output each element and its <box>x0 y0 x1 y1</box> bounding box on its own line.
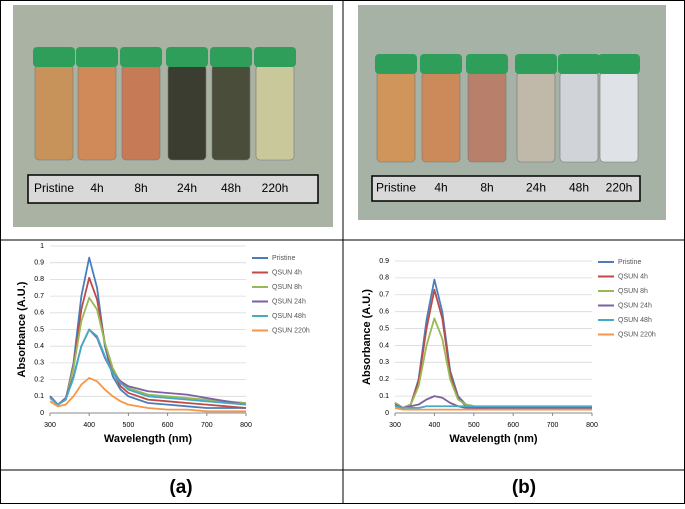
x-tick-label: 700 <box>201 422 213 429</box>
x-tick-label: 600 <box>162 422 174 429</box>
y-tick-label: 0.6 <box>34 310 44 317</box>
vial <box>599 71 639 163</box>
y-tick-label: 0.2 <box>379 376 389 383</box>
vial-label: 8h <box>134 181 147 195</box>
y-tick-label: 0.7 <box>379 292 389 299</box>
vial-cap <box>33 47 75 67</box>
y-axis-title: Absorbance (A.U.) <box>16 281 28 377</box>
vial <box>121 64 161 161</box>
y-tick-label: 0.3 <box>34 360 44 367</box>
vial-label: 48h <box>221 181 241 195</box>
vial-label: 24h <box>526 181 546 195</box>
vial-cap <box>375 54 417 74</box>
x-tick-label: 800 <box>586 422 598 429</box>
y-tick-label: 0 <box>40 410 44 417</box>
legend-label: QSUN 24h <box>618 302 652 309</box>
x-tick-label: 400 <box>83 422 95 429</box>
vial <box>376 71 416 163</box>
legend-label: QSUN 4h <box>272 269 302 276</box>
vial-cap <box>420 54 462 74</box>
vial <box>421 71 461 163</box>
y-tick-label: 0.1 <box>379 393 389 400</box>
x-tick-label: 600 <box>507 422 519 429</box>
caption: (b) <box>512 477 536 498</box>
y-tick-label: 1 <box>40 243 44 250</box>
legend-label: QSUN 48h <box>272 313 306 320</box>
vial-cap <box>598 54 640 74</box>
x-tick-label: 300 <box>389 422 401 429</box>
y-tick-label: 0.5 <box>379 325 389 332</box>
vial <box>467 71 507 163</box>
series-line <box>49 296 247 406</box>
x-tick-label: 500 <box>123 422 135 429</box>
vial <box>167 64 207 161</box>
vial <box>34 64 74 161</box>
vial <box>559 71 599 163</box>
y-axis-title: Absorbance (A.U.) <box>361 289 373 385</box>
series-line <box>49 328 247 406</box>
x-tick-label: 700 <box>547 422 559 429</box>
vial-cap <box>210 47 252 67</box>
vial-label: 4h <box>90 181 103 195</box>
y-tick-label: 0.5 <box>34 326 44 333</box>
y-tick-label: 0.1 <box>34 393 44 400</box>
vial-cap <box>76 47 118 67</box>
vial <box>255 64 295 161</box>
y-tick-label: 0.3 <box>379 359 389 366</box>
vial-label: 8h <box>480 181 493 195</box>
caption: (a) <box>169 477 192 498</box>
x-tick-label: 800 <box>240 422 252 429</box>
label-box <box>371 175 641 202</box>
x-tick-label: 400 <box>429 422 441 429</box>
vial-label: Pristine <box>34 181 74 195</box>
y-tick-label: 0.9 <box>379 258 389 265</box>
vial-cap <box>120 47 162 67</box>
label-box <box>27 174 319 204</box>
vial-cap <box>466 54 508 74</box>
legend-label: QSUN 8h <box>618 288 648 295</box>
vial-label: Pristine <box>376 181 416 195</box>
legend-label: QSUN 4h <box>618 273 648 280</box>
y-tick-label: 0.7 <box>34 293 44 300</box>
y-tick-label: 0.4 <box>379 342 389 349</box>
y-tick-label: 0.6 <box>379 309 389 316</box>
legend-label: QSUN 24h <box>272 298 306 305</box>
x-tick-label: 300 <box>44 422 56 429</box>
y-tick-label: 0.4 <box>34 343 44 350</box>
legend-label: Pristine <box>272 255 295 262</box>
vial-cap <box>515 54 557 74</box>
y-tick-label: 0.9 <box>34 260 44 267</box>
legend-label: QSUN 220h <box>618 331 656 338</box>
y-tick-label: 0.2 <box>34 376 44 383</box>
x-axis-title: Wavelength (nm) <box>104 433 193 445</box>
vial-label: 48h <box>569 181 589 195</box>
y-tick-label: 0.8 <box>34 276 44 283</box>
vial <box>516 71 556 163</box>
legend-label: Pristine <box>618 259 641 266</box>
x-axis-title: Wavelength (nm) <box>449 433 538 445</box>
vial-cap <box>254 47 296 67</box>
legend-label: QSUN 8h <box>272 284 302 291</box>
vial <box>211 64 251 161</box>
vial-cap <box>166 47 208 67</box>
series-line <box>394 405 592 409</box>
series-line <box>394 407 592 411</box>
vial-cap <box>558 54 600 74</box>
vial-label: 24h <box>177 181 197 195</box>
legend-label: QSUN 48h <box>618 317 652 324</box>
y-tick-label: 0 <box>385 410 389 417</box>
legend-label: QSUN 220h <box>272 327 310 334</box>
vial-label: 220h <box>606 181 633 195</box>
vial <box>77 64 117 161</box>
y-tick-label: 0.8 <box>379 275 389 282</box>
vial-label: 4h <box>434 181 447 195</box>
vial-label: 220h <box>262 181 289 195</box>
x-tick-label: 500 <box>468 422 480 429</box>
series-line <box>49 377 246 413</box>
